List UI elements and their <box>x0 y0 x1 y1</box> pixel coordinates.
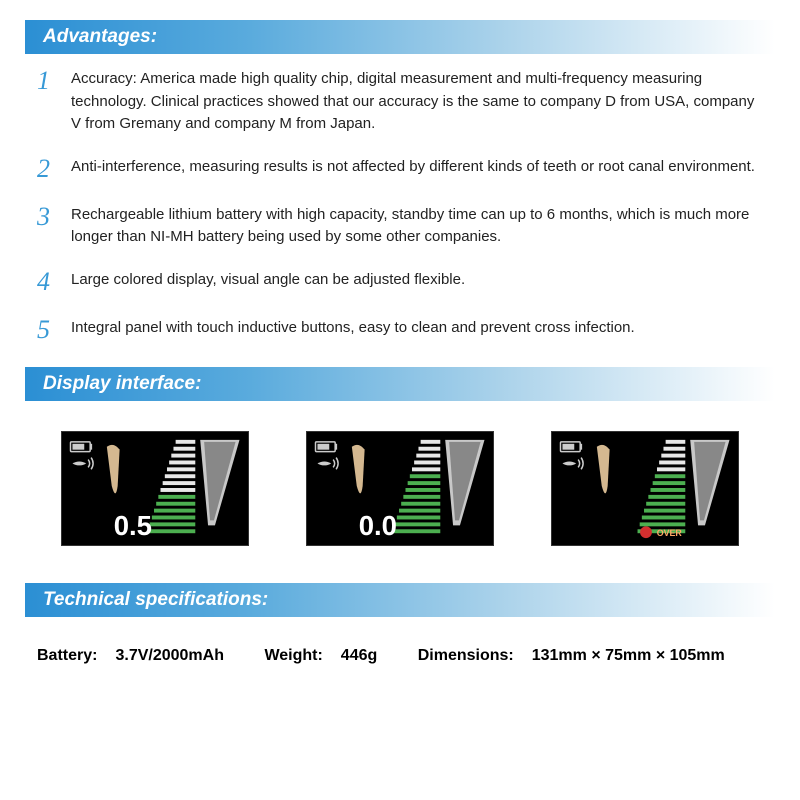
advantages-header: Advantages: <box>25 20 775 54</box>
advantage-item: 2Anti-interference, measuring results is… <box>25 154 775 184</box>
advantage-item: 4Large colored display, visual angle can… <box>25 267 775 297</box>
advantages-list: 1Accuracy: America made high quality chi… <box>25 66 775 345</box>
svg-text:OVER: OVER <box>656 528 682 538</box>
display-screen: OVER <box>551 431 739 546</box>
dimensions-spec: Dimensions:131mm × 75mm × 105mm <box>418 647 743 664</box>
display-header: Display interface: <box>25 367 775 401</box>
display-screen: 0.0 <box>306 431 494 546</box>
advantage-text: Large colored display, visual angle can … <box>71 267 465 297</box>
svg-text:0.5: 0.5 <box>114 510 152 541</box>
advantage-number: 1 <box>37 66 71 136</box>
advantage-text: Rechargeable lithium battery with high c… <box>71 202 763 249</box>
advantage-text: Anti-interference, measuring results is … <box>71 154 755 184</box>
display-screens: 0.5 0.0 OVER <box>25 413 775 571</box>
advantage-text: Accuracy: America made high quality chip… <box>71 66 763 136</box>
tech-specs: Battery:3.7V/2000mAh Weight:446g Dimensi… <box>25 629 775 665</box>
advantage-item: 3Rechargeable lithium battery with high … <box>25 202 775 249</box>
advantage-number: 2 <box>37 154 71 184</box>
battery-spec: Battery:3.7V/2000mAh <box>37 647 242 664</box>
tech-header: Technical specifications: <box>25 583 775 617</box>
display-screen: 0.5 <box>61 431 249 546</box>
advantage-number: 4 <box>37 267 71 297</box>
advantage-text: Integral panel with touch inductive butt… <box>71 315 635 345</box>
advantage-number: 3 <box>37 202 71 249</box>
advantage-item: 5Integral panel with touch inductive but… <box>25 315 775 345</box>
advantage-number: 5 <box>37 315 71 345</box>
weight-spec: Weight:446g <box>264 647 395 664</box>
svg-text:0.0: 0.0 <box>359 510 397 541</box>
advantage-item: 1Accuracy: America made high quality chi… <box>25 66 775 136</box>
